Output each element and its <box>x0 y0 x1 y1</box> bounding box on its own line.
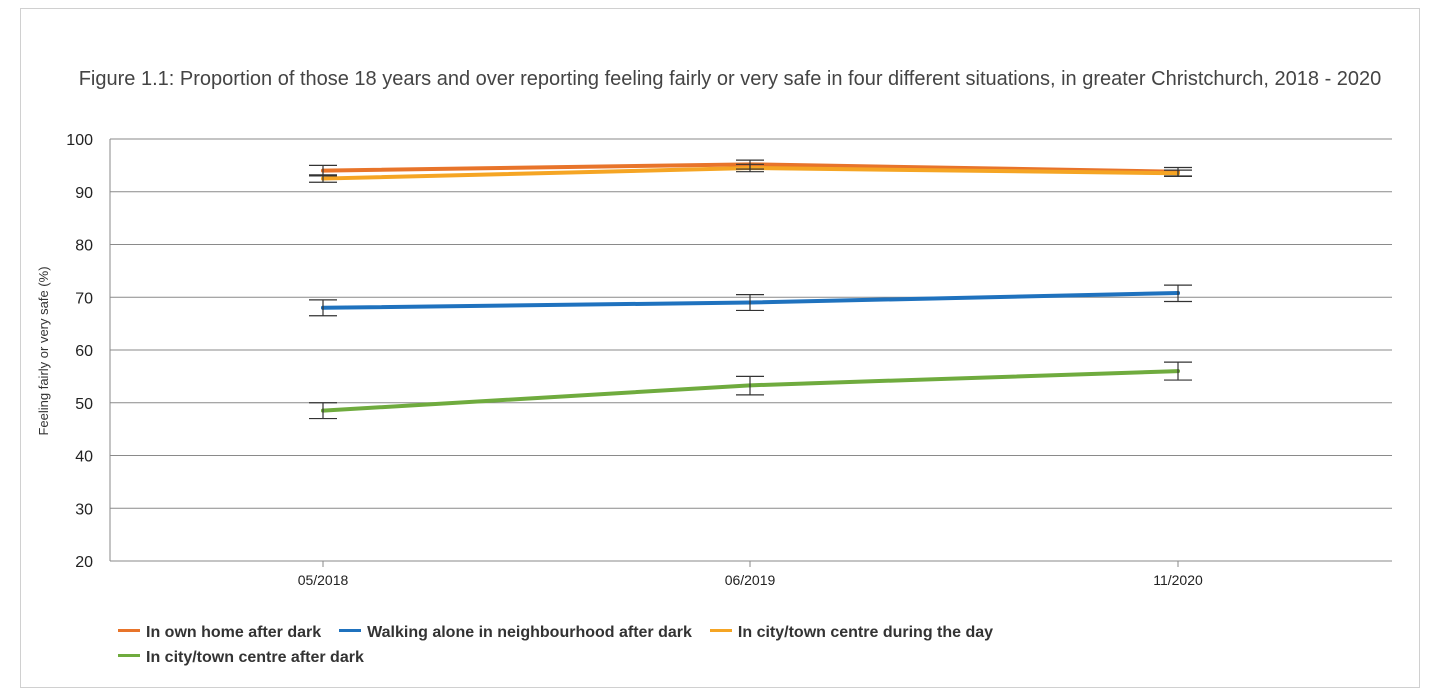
y-tick-label: 80 <box>75 238 93 255</box>
y-axis-label: Feeling fairly or very safe (%) <box>36 266 51 435</box>
y-tick-label: 30 <box>75 501 93 518</box>
error-bar <box>736 163 764 173</box>
y-tick-label: 40 <box>75 449 93 466</box>
x-tick-label: 05/2018 <box>298 572 349 588</box>
y-tick-label: 50 <box>75 396 93 413</box>
error-bar <box>736 375 764 396</box>
error-bar <box>736 294 764 312</box>
y-tick-label: 70 <box>75 290 93 307</box>
y-tick-labels: 20 30 40 50 60 70 80 90 100 <box>66 132 93 571</box>
y-tick-label: 90 <box>75 185 93 202</box>
legend-swatch <box>118 654 140 658</box>
x-tick-label: 11/2020 <box>1153 572 1203 588</box>
y-tick-label: 20 <box>75 554 93 571</box>
x-tick-label: 06/2019 <box>725 572 776 588</box>
legend-item: In city/town centre after dark <box>118 645 364 670</box>
y-tick-label: 60 <box>75 343 93 360</box>
gridlines <box>109 138 1392 562</box>
legend-item: Walking alone in neighbourhood after dar… <box>339 620 692 645</box>
legend-swatch <box>709 629 732 633</box>
y-tick-label: 100 <box>66 132 93 149</box>
legend: In own home after dark Walking alone in n… <box>118 620 1358 670</box>
error-bar <box>1164 169 1192 178</box>
legend-label: Walking alone in neighbourhood after dar… <box>367 624 692 641</box>
error-bar <box>309 299 337 317</box>
chart-title: Figure 1.1: Proportion of those 18 years… <box>78 68 1382 90</box>
legend-label: In city/town centre during the day <box>737 624 994 641</box>
error-bars <box>309 159 1192 420</box>
error-bar <box>309 402 337 420</box>
error-bar <box>1164 284 1192 303</box>
legend-item: In city/town centre during the day <box>709 620 994 645</box>
legend-item: In own home after dark <box>118 620 321 645</box>
legend-label: In city/town centre after dark <box>146 649 364 666</box>
x-tick-labels: 05/2018 06/2019 11/2020 <box>298 561 1203 588</box>
legend-swatch <box>118 629 140 633</box>
error-bar <box>309 174 337 183</box>
legend-swatch <box>339 629 362 633</box>
legend-label: In own home after dark <box>146 624 322 641</box>
chart-frame <box>20 8 1420 688</box>
error-bar <box>1164 361 1192 381</box>
series-lines <box>321 162 1180 413</box>
